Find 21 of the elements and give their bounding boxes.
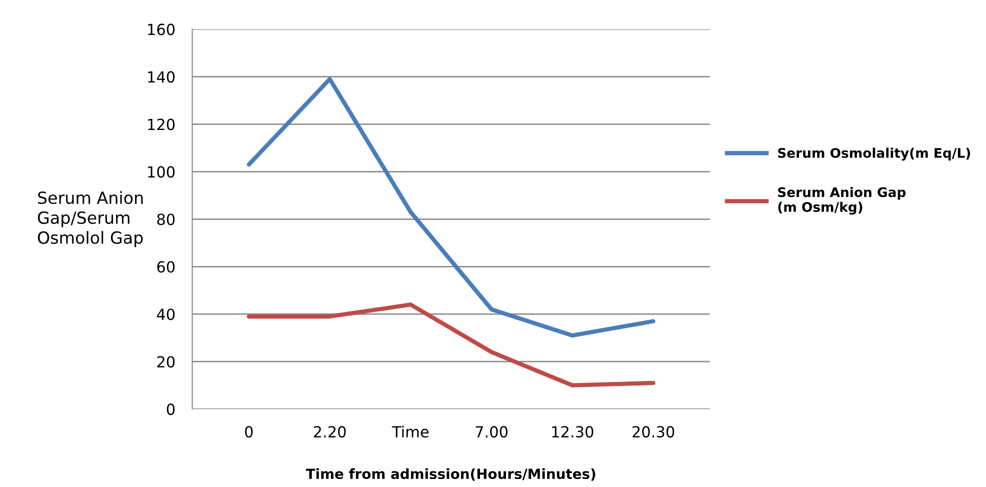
x-tick-label: Time [392, 426, 429, 438]
x-tick-label: 7.00 [476, 426, 508, 438]
y-tick-label: 60 [157, 261, 175, 273]
y-tick-label: 140 [148, 71, 175, 83]
y-tick-label: 0 [166, 404, 175, 416]
x-axis-title: Time from admission(Hours/Minutes) [306, 468, 596, 481]
x-tick-label: 20.30 [632, 426, 674, 438]
x-tick-label: 2.20 [314, 426, 346, 438]
legend-label: Serum Anion Gap (m Osm/kg) [778, 186, 906, 215]
y-tick-label: 120 [148, 118, 175, 130]
y-axis-title: Serum Anion Gap/Serum Osmolol Gap [38, 191, 143, 248]
line-series [246, 76, 656, 338]
y-tick-label: 40 [156, 308, 175, 320]
y-tick-label: 80 [157, 214, 175, 226]
y-tick-label: 20 [157, 356, 175, 368]
line-series [246, 302, 656, 388]
legend-label: Serum Osmolality(m Eq/L) [778, 148, 970, 161]
y-tick-label: 100 [148, 166, 175, 178]
y-tick-label: 160 [148, 24, 175, 36]
x-tick-label: 0 [245, 426, 253, 438]
x-tick-label: 12.30 [552, 426, 594, 438]
